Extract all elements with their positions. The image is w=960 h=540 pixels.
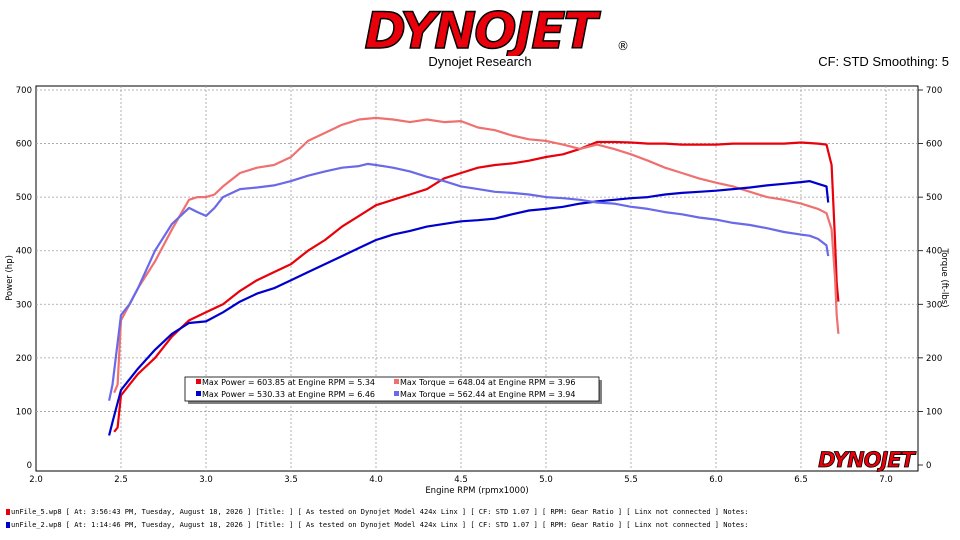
x-tick-label: 3.5: [284, 475, 298, 485]
dynojet-logo: DYNOJET ®: [364, 4, 629, 56]
y-tick-label-left: 0: [27, 461, 32, 471]
footer-line-run5: unFile_5.wp8 [ At: 3:56:43 PM, Tuesday, …: [6, 508, 749, 516]
legend-entry: Max Power = 530.33 at Engine RPM = 6.46: [202, 390, 375, 399]
x-tick-label: 2.0: [29, 475, 43, 485]
y-tick-label-left: 700: [16, 86, 32, 96]
y-tick-label-right: 200: [926, 354, 942, 364]
y-axis-left-label: Power (hp): [5, 255, 15, 301]
series-line-red-power: [113, 140, 840, 433]
legend: Max Power = 603.85 at Engine RPM = 5.34 M…: [184, 376, 602, 404]
series-line-pink-torque: [113, 116, 840, 394]
y-tick-label-right: 0: [926, 461, 931, 471]
legend-swatch: [196, 391, 201, 396]
axis-ticks: 2.0 2.5 3.0 3.5 4.0 4.5 5.0 5.5 6.0 6.5 7.0 0 0 100 10…: [16, 86, 942, 485]
x-tick-label: 6.0: [709, 475, 723, 485]
legend-entry: Max Power = 603.85 at Engine RPM = 5.34: [202, 378, 375, 387]
x-tick-label: 5.5: [624, 475, 638, 485]
y-tick-label-right: 300: [926, 300, 942, 310]
series-line-light-blue-torque: [108, 162, 830, 401]
legend-swatch: [394, 379, 399, 384]
y-tick-label-right: 700: [926, 86, 942, 96]
cf-smoothing-label: CF: STD Smoothing: 5: [818, 54, 949, 69]
x-tick-label: 4.5: [454, 475, 468, 485]
run2-color-mark: [6, 522, 10, 528]
y-tick-label-right: 100: [926, 407, 942, 417]
footer-line-run2: unFile_2.wp8 [ At: 1:14:46 PM, Tuesday, …: [6, 521, 749, 529]
registered-mark: ®: [617, 39, 629, 53]
series-line-blue-power: [108, 180, 830, 436]
y-axis-right-label: Torque (ft-lbs): [939, 247, 949, 307]
y-tick-label-left: 300: [16, 300, 32, 310]
x-tick-label: 4.0: [369, 475, 383, 485]
legend-entry: Max Torque = 648.04 at Engine RPM = 3.96: [400, 378, 575, 387]
grid: [36, 86, 918, 471]
run5-color-mark: [6, 509, 10, 515]
footer-text-run5: unFile_5.wp8 [ At: 3:56:43 PM, Tuesday, …: [11, 508, 749, 516]
y-tick-label-left: 500: [16, 193, 32, 203]
legend-swatch: [196, 379, 201, 384]
y-tick-label-left: 400: [16, 247, 32, 257]
legend-box: [184, 376, 600, 402]
plot-area: [35, 85, 919, 472]
chart-subtitle: Dynojet Research: [428, 54, 532, 69]
x-axis-label: Engine RPM (rpmx1000): [425, 486, 528, 496]
x-tick-label: 7.0: [879, 475, 893, 485]
series-lines: [108, 116, 840, 436]
y-tick-label-right: 500: [926, 193, 942, 203]
legend-entry: Max Torque = 562.44 at Engine RPM = 3.94: [400, 390, 575, 399]
y-tick-label-left: 200: [16, 354, 32, 364]
watermark: DYNOJET: [818, 448, 917, 472]
legend-swatch: [394, 391, 399, 396]
x-tick-label: 3.0: [199, 475, 213, 485]
footer-text-run2: unFile_2.wp8 [ At: 1:14:46 PM, Tuesday, …: [11, 521, 749, 529]
logo-text: DYNOJET: [364, 4, 601, 56]
x-tick-label: 6.5: [794, 475, 808, 485]
x-tick-label: 5.0: [539, 475, 553, 485]
x-tick-label: 2.5: [114, 475, 128, 485]
y-tick-label-left: 100: [16, 407, 32, 417]
y-tick-label-left: 600: [16, 140, 32, 150]
y-tick-label-right: 600: [926, 140, 942, 150]
y-tick-label-right: 400: [926, 247, 942, 257]
